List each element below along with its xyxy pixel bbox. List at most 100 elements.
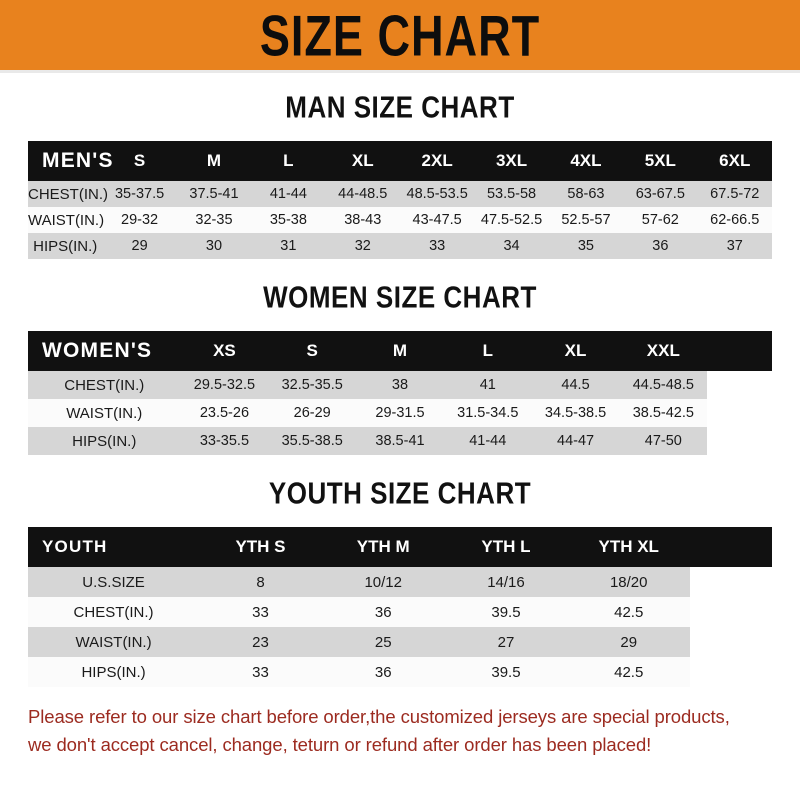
youth-row-label-hips: HIPS(IN.)	[28, 657, 200, 687]
youth-col-s: YTH S	[199, 527, 322, 567]
women-col-xs: XS	[180, 331, 269, 371]
women-chest-xxl: 44.5-48.5	[619, 371, 708, 399]
women-row-label-chest: CHEST(IN.)	[28, 371, 181, 399]
youth-hips-s: 33	[199, 657, 322, 687]
table-row: WAIST(IN.) 23 25 27 29	[28, 627, 772, 657]
men-chest-m: 37.5-41	[176, 181, 252, 207]
women-col-l: L	[443, 331, 532, 371]
men-col-m: M	[176, 141, 252, 181]
men-hips-l: 31	[251, 233, 326, 259]
women-waist-s: 26-29	[268, 399, 357, 427]
youth-waist-s: 23	[199, 627, 322, 657]
page-title: SIZE CHART	[259, 2, 541, 68]
women-row-label-hips: HIPS(IN.)	[28, 427, 181, 455]
women-hips-s: 35.5-38.5	[268, 427, 357, 455]
men-chest-4xl: 58-63	[548, 181, 624, 207]
men-col-6xl: 6XL	[697, 141, 772, 181]
women-chest-m: 38	[356, 371, 444, 399]
footer-note: Please refer to our size chart before or…	[28, 703, 772, 759]
youth-waist-m: 25	[321, 627, 445, 657]
youth-chest-spacer	[690, 597, 772, 627]
men-chest-l: 41-44	[251, 181, 326, 207]
table-row: HIPS(IN.) 33 36 39.5 42.5	[28, 657, 772, 687]
youth-chest-xl: 42.5	[567, 597, 691, 627]
women-hips-spacer	[707, 427, 772, 455]
table-row: U.S.SIZE 8 10/12 14/16 18/20	[28, 567, 772, 597]
table-row: CHEST(IN.) 29.5-32.5 32.5-35.5 38 41 44.…	[28, 371, 772, 399]
youth-col-xl: YTH XL	[567, 527, 691, 567]
youth-chest-l: 39.5	[444, 597, 568, 627]
youth-waist-l: 27	[444, 627, 568, 657]
women-hips-xxl: 47-50	[619, 427, 708, 455]
women-col-s: S	[268, 331, 357, 371]
men-chest-3xl: 53.5-58	[474, 181, 549, 207]
men-hips-3xl: 34	[474, 233, 549, 259]
women-header-spacer	[707, 331, 772, 371]
women-chest-xs: 29.5-32.5	[180, 371, 269, 399]
youth-ussize-xl: 18/20	[567, 567, 691, 597]
youth-row-label-chest: CHEST(IN.)	[28, 597, 200, 627]
youth-section-title: YOUTH SIZE CHART	[268, 475, 532, 511]
youth-waist-xl: 29	[567, 627, 691, 657]
youth-hips-spacer	[690, 657, 772, 687]
youth-waist-spacer	[690, 627, 772, 657]
table-row: CHEST(IN.) 33 36 39.5 42.5	[28, 597, 772, 627]
men-col-s: S	[102, 141, 177, 181]
men-waist-2xl: 43-47.5	[399, 207, 475, 233]
men-chest-5xl: 63-67.5	[623, 181, 698, 207]
women-table-body: WOMEN'S XS S M L XL XXL CHEST(IN.) 29.5-…	[28, 331, 772, 455]
youth-section: YOUTH SIZE CHART YOUTH YTH S YTH M YTH L…	[0, 475, 800, 687]
footer-note-line-2: we don't accept cancel, change, teturn o…	[28, 733, 652, 755]
men-waist-l: 35-38	[251, 207, 326, 233]
women-waist-m: 29-31.5	[356, 399, 444, 427]
women-hips-xl: 44-47	[531, 427, 620, 455]
men-waist-m: 32-35	[176, 207, 252, 233]
banner-divider	[0, 70, 800, 73]
women-waist-spacer	[707, 399, 772, 427]
youth-header-spacer	[690, 527, 772, 567]
women-hips-l: 41-44	[443, 427, 532, 455]
men-size-table: MEN'S S M L XL 2XL 3XL 4XL 5XL 6XL CHEST…	[28, 141, 772, 259]
table-row: WAIST(IN.) 29-32 32-35 35-38 38-43 43-47…	[28, 207, 772, 233]
youth-ussize-l: 14/16	[444, 567, 568, 597]
men-hips-s: 29	[102, 233, 177, 259]
men-hips-5xl: 36	[623, 233, 698, 259]
women-waist-l: 31.5-34.5	[443, 399, 532, 427]
men-col-3xl: 3XL	[474, 141, 549, 181]
men-section-title: MAN SIZE CHART	[285, 89, 515, 125]
men-chest-xl: 44-48.5	[325, 181, 400, 207]
youth-hips-l: 39.5	[444, 657, 568, 687]
women-waist-xs: 23.5-26	[180, 399, 269, 427]
women-waist-xl: 34.5-38.5	[531, 399, 620, 427]
page-banner: SIZE CHART	[0, 0, 800, 70]
footer-note-line-1: Please refer to our size chart before or…	[28, 706, 730, 727]
men-section: MAN SIZE CHART MEN'S S M L XL 2XL 3XL 4X…	[0, 89, 800, 259]
men-col-5xl: 5XL	[623, 141, 698, 181]
women-row-label-waist: WAIST(IN.)	[28, 399, 181, 427]
women-header-row: WOMEN'S XS S M L XL XXL	[28, 331, 772, 371]
women-section-title: WOMEN SIZE CHART	[263, 279, 537, 315]
youth-hips-m: 36	[321, 657, 445, 687]
women-hips-xs: 33-35.5	[180, 427, 269, 455]
youth-header-row: YOUTH YTH S YTH M YTH L YTH XL	[28, 527, 772, 567]
women-hips-m: 38.5-41	[356, 427, 444, 455]
men-waist-6xl: 62-66.5	[697, 207, 772, 233]
youth-ussize-s: 8	[199, 567, 322, 597]
men-chest-s: 35-37.5	[102, 181, 177, 207]
men-header-row: MEN'S S M L XL 2XL 3XL 4XL 5XL 6XL	[28, 141, 772, 181]
men-hips-xl: 32	[325, 233, 400, 259]
men-table-body: MEN'S S M L XL 2XL 3XL 4XL 5XL 6XL CHEST…	[28, 141, 772, 259]
men-waist-s: 29-32	[102, 207, 177, 233]
men-hips-4xl: 35	[548, 233, 624, 259]
men-col-l: L	[251, 141, 326, 181]
men-hips-2xl: 33	[399, 233, 475, 259]
men-row-label-waist: WAIST(IN.)	[28, 207, 104, 233]
table-row: WAIST(IN.) 23.5-26 26-29 29-31.5 31.5-34…	[28, 399, 772, 427]
women-col-xxl: XXL	[619, 331, 708, 371]
men-waist-4xl: 52.5-57	[548, 207, 624, 233]
men-chest-6xl: 67.5-72	[697, 181, 772, 207]
women-col-xl: XL	[531, 331, 620, 371]
women-chest-xl: 44.5	[531, 371, 620, 399]
women-row-label-header: WOMEN'S	[28, 331, 181, 371]
